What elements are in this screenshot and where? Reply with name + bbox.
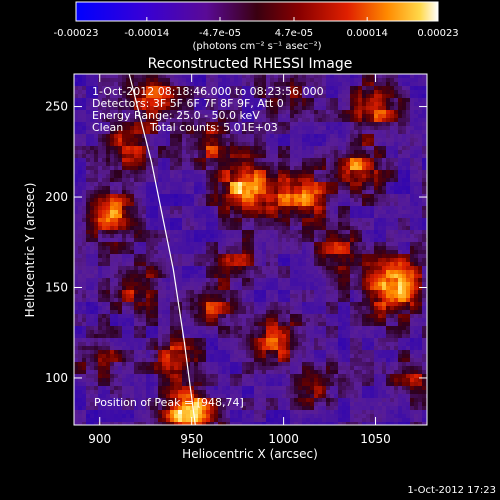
y-tick-label: 200 bbox=[45, 190, 68, 204]
timestamp: 1-Oct-2012 17:23 bbox=[407, 485, 496, 496]
x-tick-label: 1050 bbox=[360, 432, 391, 446]
colorbar-tick-label: 0.00023 bbox=[417, 28, 458, 39]
y-tick-label: 250 bbox=[45, 100, 68, 114]
annotation-total-counts: Total counts: 5.01E+03 bbox=[149, 121, 278, 134]
annotation-energy-range: Energy Range: 25.0 - 50.0 keV bbox=[92, 109, 260, 122]
chart-title: Reconstructed RHESSI Image bbox=[148, 56, 353, 72]
annotation-method: Clean bbox=[92, 121, 123, 134]
y-axis-label: Heliocentric Y (arcsec) bbox=[23, 183, 37, 318]
solar-limb-curve bbox=[128, 74, 196, 425]
colorbar-tick-label: 4.7e-05 bbox=[275, 28, 313, 39]
axis-ticks: 900 950 1000 1050 100 150 200 250 bbox=[45, 74, 427, 446]
annotation-time-range: 1-Oct-2012 08:18:46.000 to 08:23:56.000 bbox=[92, 85, 324, 98]
x-tick-label: 900 bbox=[88, 432, 111, 446]
colorbar-tick-label: 0.00014 bbox=[346, 28, 387, 39]
annotation-detectors: Detectors: 3F 5F 6F 7F 8F 9F, Att 0 bbox=[92, 97, 284, 110]
y-tick-label: 150 bbox=[45, 280, 68, 294]
heatmap-image bbox=[74, 74, 427, 425]
colorbar-tick-label: -0.00014 bbox=[124, 28, 169, 39]
plot-frame bbox=[73, 73, 428, 426]
colorbar-ticks: -0.00023 -0.00014 -4.7e-05 4.7e-05 0.00014 0.… bbox=[54, 17, 459, 39]
y-tick-label: 100 bbox=[45, 371, 68, 385]
x-tick-label: 1000 bbox=[268, 432, 299, 446]
colorbar-unit-label: (photons cm⁻² s⁻¹ asec⁻²) bbox=[192, 41, 321, 52]
x-tick-label: 950 bbox=[180, 432, 203, 446]
x-axis-label: Heliocentric X (arcsec) bbox=[182, 447, 318, 461]
colorbar-tick-label: -4.7e-05 bbox=[199, 28, 241, 39]
colorbar-tick-label: -0.00023 bbox=[54, 28, 99, 39]
colorbar bbox=[75, 1, 439, 22]
annotation-peak-position: Position of Peak = [948,74] bbox=[94, 396, 244, 409]
